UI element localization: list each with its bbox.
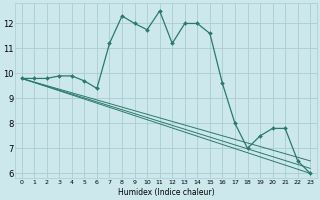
X-axis label: Humidex (Indice chaleur): Humidex (Indice chaleur) xyxy=(118,188,214,197)
